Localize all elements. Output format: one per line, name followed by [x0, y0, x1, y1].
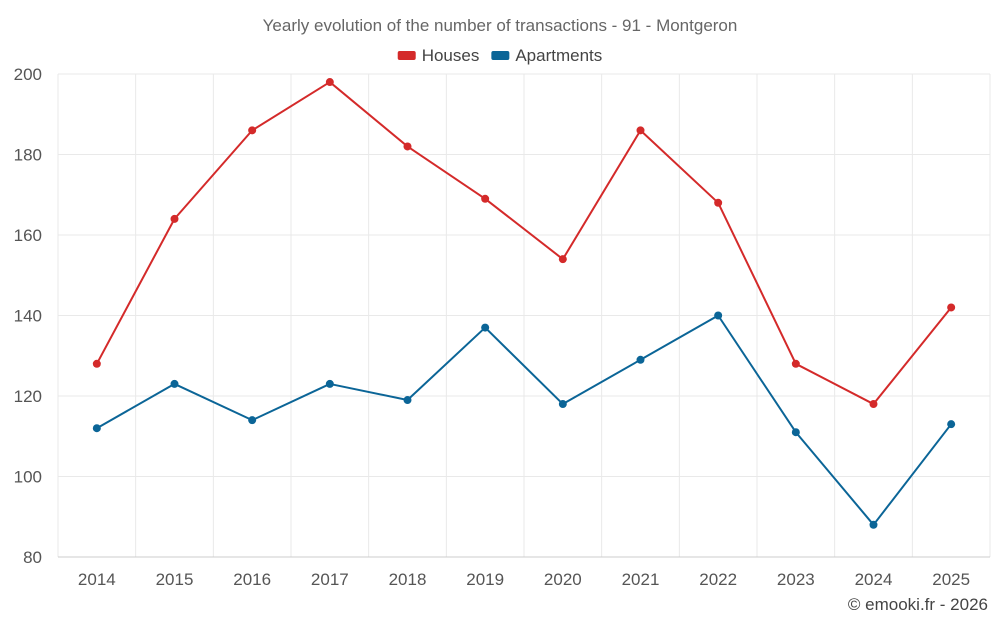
data-point-houses-2019[interactable] — [481, 194, 490, 203]
y-tick-label: 100 — [14, 468, 42, 487]
data-point-houses-2023[interactable] — [791, 359, 800, 368]
data-point-apartments-2018[interactable] — [403, 396, 412, 405]
legend-swatch-apartments — [491, 51, 510, 60]
legend: Houses Apartments — [397, 46, 602, 65]
series-layer — [92, 78, 956, 529]
data-point-houses-2018[interactable] — [403, 142, 412, 151]
legend-label-houses: Houses — [422, 46, 480, 65]
data-point-apartments-2014[interactable] — [92, 424, 101, 433]
series-line-apartments — [96, 314, 952, 526]
data-point-apartments-2016[interactable] — [248, 416, 257, 425]
legend-item-houses[interactable]: Houses — [397, 46, 480, 65]
y-tick-label: 120 — [14, 387, 42, 406]
series-apartments — [92, 311, 956, 529]
data-point-apartments-2021[interactable] — [636, 355, 645, 364]
horizontal-gridlines — [58, 73, 990, 477]
data-point-apartments-2025[interactable] — [947, 420, 956, 429]
x-axis-tick-labels: 2014 2015 2016 2017 2018 2019 2020 2021 2022 2023… — [78, 570, 970, 589]
legend-item-apartments[interactable]: Apartments — [491, 46, 602, 65]
data-point-apartments-2017[interactable] — [325, 379, 334, 388]
series-line-houses — [95, 81, 952, 406]
legend-swatch-houses — [397, 51, 416, 60]
x-tick-label-2017: 2017 — [311, 570, 349, 589]
legend-label-apartments: Apartments — [515, 46, 602, 65]
y-tick-label: 180 — [14, 146, 42, 165]
y-tick-label: 200 — [14, 65, 42, 84]
data-point-houses-2014[interactable] — [92, 359, 101, 368]
chart-credit: © emooki.fr - 2026 — [848, 595, 988, 614]
data-point-apartments-2024[interactable] — [869, 520, 878, 529]
series-houses — [92, 78, 956, 409]
x-tick-label-2018: 2018 — [389, 570, 427, 589]
data-point-houses-2024[interactable] — [869, 400, 878, 409]
data-point-apartments-2020[interactable] — [558, 400, 567, 409]
x-tick-label-2021: 2021 — [622, 570, 660, 589]
x-tick-label-2016: 2016 — [233, 570, 271, 589]
x-tick-label-2022: 2022 — [699, 570, 737, 589]
x-tick-label-2014: 2014 — [78, 570, 116, 589]
data-point-apartments-2023[interactable] — [791, 428, 800, 437]
y-tick-label: 80 — [23, 548, 42, 567]
data-point-houses-2016[interactable] — [248, 126, 257, 135]
data-point-houses-2021[interactable] — [636, 126, 645, 135]
y-axis-tick-labels: 80 100 120 140 160 180 200 — [14, 65, 42, 567]
data-point-apartments-2015[interactable] — [170, 379, 179, 388]
x-tick-label-2020: 2020 — [544, 570, 582, 589]
x-tick-label-2025: 2025 — [932, 570, 970, 589]
x-tick-label-2024: 2024 — [855, 570, 893, 589]
chart-title: Yearly evolution of the number of transa… — [263, 16, 738, 35]
data-point-apartments-2019[interactable] — [481, 323, 490, 332]
data-point-houses-2022[interactable] — [714, 198, 723, 207]
data-point-houses-2017[interactable] — [325, 78, 334, 87]
data-point-houses-2015[interactable] — [170, 214, 179, 223]
y-tick-label: 160 — [14, 226, 42, 245]
y-tick-label: 140 — [14, 307, 42, 326]
data-point-apartments-2022[interactable] — [714, 311, 723, 320]
x-tick-label-2023: 2023 — [777, 570, 815, 589]
data-point-houses-2025[interactable] — [947, 303, 956, 312]
x-tick-label-2015: 2015 — [156, 570, 194, 589]
data-point-houses-2020[interactable] — [558, 255, 567, 264]
x-tick-label-2019: 2019 — [466, 570, 504, 589]
